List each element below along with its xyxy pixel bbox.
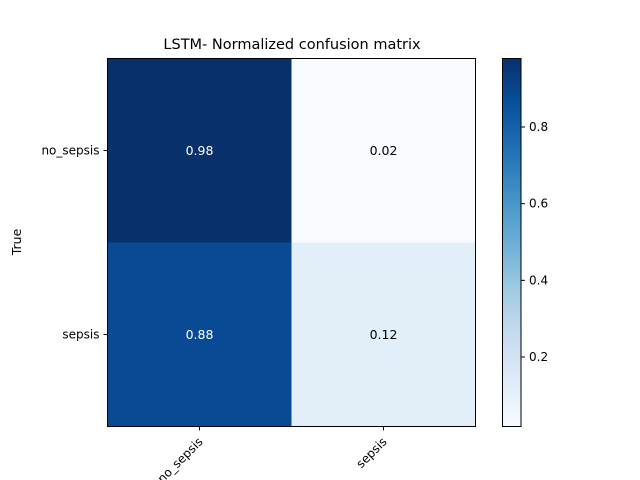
y-axis-label: True: [9, 228, 24, 256]
cell-value-label-0-0: 0.98: [186, 143, 214, 158]
heatmap-cell-1-1: [291, 242, 476, 427]
cell-value-label-1-1: 0.12: [370, 327, 398, 342]
colorbar-tick-label-0: 0.2: [529, 350, 548, 364]
x-axis-ticks: no_sepsis sepsis: [155, 426, 390, 480]
heatmap-cells: [107, 58, 476, 427]
x-tick-label-1: sepsis: [353, 435, 389, 471]
colorbar: [502, 58, 521, 426]
cell-value-label-1-0: 0.88: [186, 327, 214, 342]
y-tick-label-1: sepsis: [62, 328, 99, 342]
plot-frame: [107, 58, 476, 427]
chart-title: LSTM- Normalized confusion matrix: [163, 37, 421, 53]
colorbar-ticks: 0.2 0.4 0.6 0.8: [521, 120, 548, 364]
heatmap-cell-1-0: [107, 242, 292, 427]
heatmap-value-labels: 0.98 0.02 0.88 0.12: [186, 143, 398, 342]
colorbar-tick-label-1: 0.4: [529, 273, 548, 287]
cell-value-label-0-1: 0.02: [370, 143, 398, 158]
heatmap-cell-0-1: [291, 58, 476, 243]
x-tick-label-0: no_sepsis: [155, 435, 206, 480]
colorbar-tick-label-3: 0.8: [529, 120, 548, 134]
colorbar-tick-label-2: 0.6: [529, 197, 548, 211]
colorbar-frame: [502, 58, 522, 427]
heatmap-cell-0-0: [107, 58, 292, 243]
y-tick-label-0: no_sepsis: [41, 144, 99, 158]
